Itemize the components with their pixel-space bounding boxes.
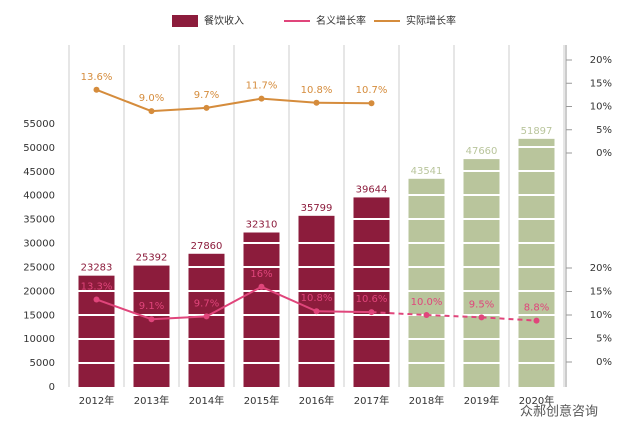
line-segment [316,310,372,314]
bar-value-label: 25392 [136,253,168,264]
point-value-label: 11.7% [246,81,278,92]
line-segment [261,97,317,104]
x-tick-label: 2015年 [244,394,279,407]
point-value-label: 10.0% [411,297,443,308]
point-value-label: 9.1% [139,301,164,312]
point-value-label: 8.8% [524,303,549,314]
bar [298,215,335,387]
point-value-label: 9.0% [139,93,164,104]
legend-label: 餐饮收入 [204,14,244,27]
y-tick-label: 55000 [23,119,55,130]
y-tick-label: 25000 [23,262,55,273]
line-segment [261,285,317,313]
y2-tick-label: 0% [596,148,612,159]
watermark: 众郝创意咨询 [520,404,598,420]
y-tick-label: 20000 [23,286,55,297]
bar [463,159,500,387]
x-tick-label: 2018年 [409,394,444,407]
bar-value-label: 32310 [246,219,278,230]
line-segment [481,316,537,322]
bar [243,232,280,387]
point-value-label: 9.5% [469,299,494,310]
point-value-label: 16% [250,269,272,280]
line-point [203,313,210,320]
x-tick-label: 2013年 [134,394,169,407]
bar-value-label: 39644 [356,184,388,195]
point-value-label: 9.7% [194,298,219,309]
line-segment [426,314,482,319]
bar-value-label: 27860 [191,241,223,252]
y-tick-label: 10000 [23,334,55,345]
point-value-label: 10.8% [301,85,333,96]
x-tick-label: 2019年 [464,394,499,407]
y2-tick-label: 0% [596,357,612,368]
y2-tick-label: 10% [590,310,612,321]
line-segment [206,97,262,109]
line-segment [96,298,152,321]
line-segment [206,285,262,318]
line-segment [151,315,207,321]
legend-label: 名义增长率 [316,14,366,27]
y-tick-label: 35000 [23,215,55,226]
line-point [313,99,320,106]
y-tick-label: 0 [49,382,55,393]
y-tick-label: 5000 [30,358,55,369]
bar [408,178,445,387]
y2-tick-label: 10% [590,102,612,113]
y2-tick-label: 15% [590,78,612,89]
y-tick-label: 15000 [23,310,55,321]
y-tick-label: 45000 [23,167,55,178]
y-tick-label: 40000 [23,191,55,202]
y2-tick-label: 20% [590,55,612,66]
line-segment [151,106,207,113]
x-tick-label: 2012年 [79,394,114,407]
x-tick-label: 2016年 [299,394,334,407]
line-segment [96,88,152,113]
bar-value-label: 47660 [466,146,498,157]
bar [353,197,390,387]
line-point [203,104,210,111]
line-point [423,312,430,318]
line-point [148,316,155,323]
line-point [478,314,485,321]
bar-value-label: 23283 [81,263,113,274]
y-tick-label: 30000 [23,239,55,250]
line-point [313,308,320,315]
line-point [258,283,265,290]
x-tick-label: 2020年 [519,394,554,407]
point-value-label: 13.6% [81,72,113,83]
line-point [368,100,375,107]
point-value-label: 13.3% [81,281,113,292]
y2-tick-label: 15% [590,287,612,298]
point-value-label: 9.7% [194,90,219,101]
legend-label: 实际增长率 [406,14,456,27]
line-point [533,317,540,324]
line-point [148,108,155,115]
line-point [93,296,100,303]
point-value-label: 10.6% [356,294,388,305]
bar [188,253,225,387]
y-tick-label: 50000 [23,143,55,154]
legend-swatch [172,15,198,27]
x-tick-label: 2014年 [189,394,224,407]
bar [518,138,555,387]
bar-value-label: 43541 [411,166,443,177]
bar-value-label: 51897 [521,126,553,137]
y2-tick-label: 5% [596,334,612,345]
y2-tick-label: 5% [596,125,612,136]
line-point [368,309,375,316]
x-tick-label: 2017年 [354,394,389,407]
point-value-label: 10.8% [301,293,333,304]
point-value-label: 10.7% [356,85,388,96]
y2-tick-label: 20% [590,263,612,274]
line-segment [371,311,427,316]
bar-value-label: 35799 [301,203,333,214]
bar [78,275,115,387]
bar [133,265,170,387]
line-point [93,86,100,93]
line-point [258,95,265,102]
